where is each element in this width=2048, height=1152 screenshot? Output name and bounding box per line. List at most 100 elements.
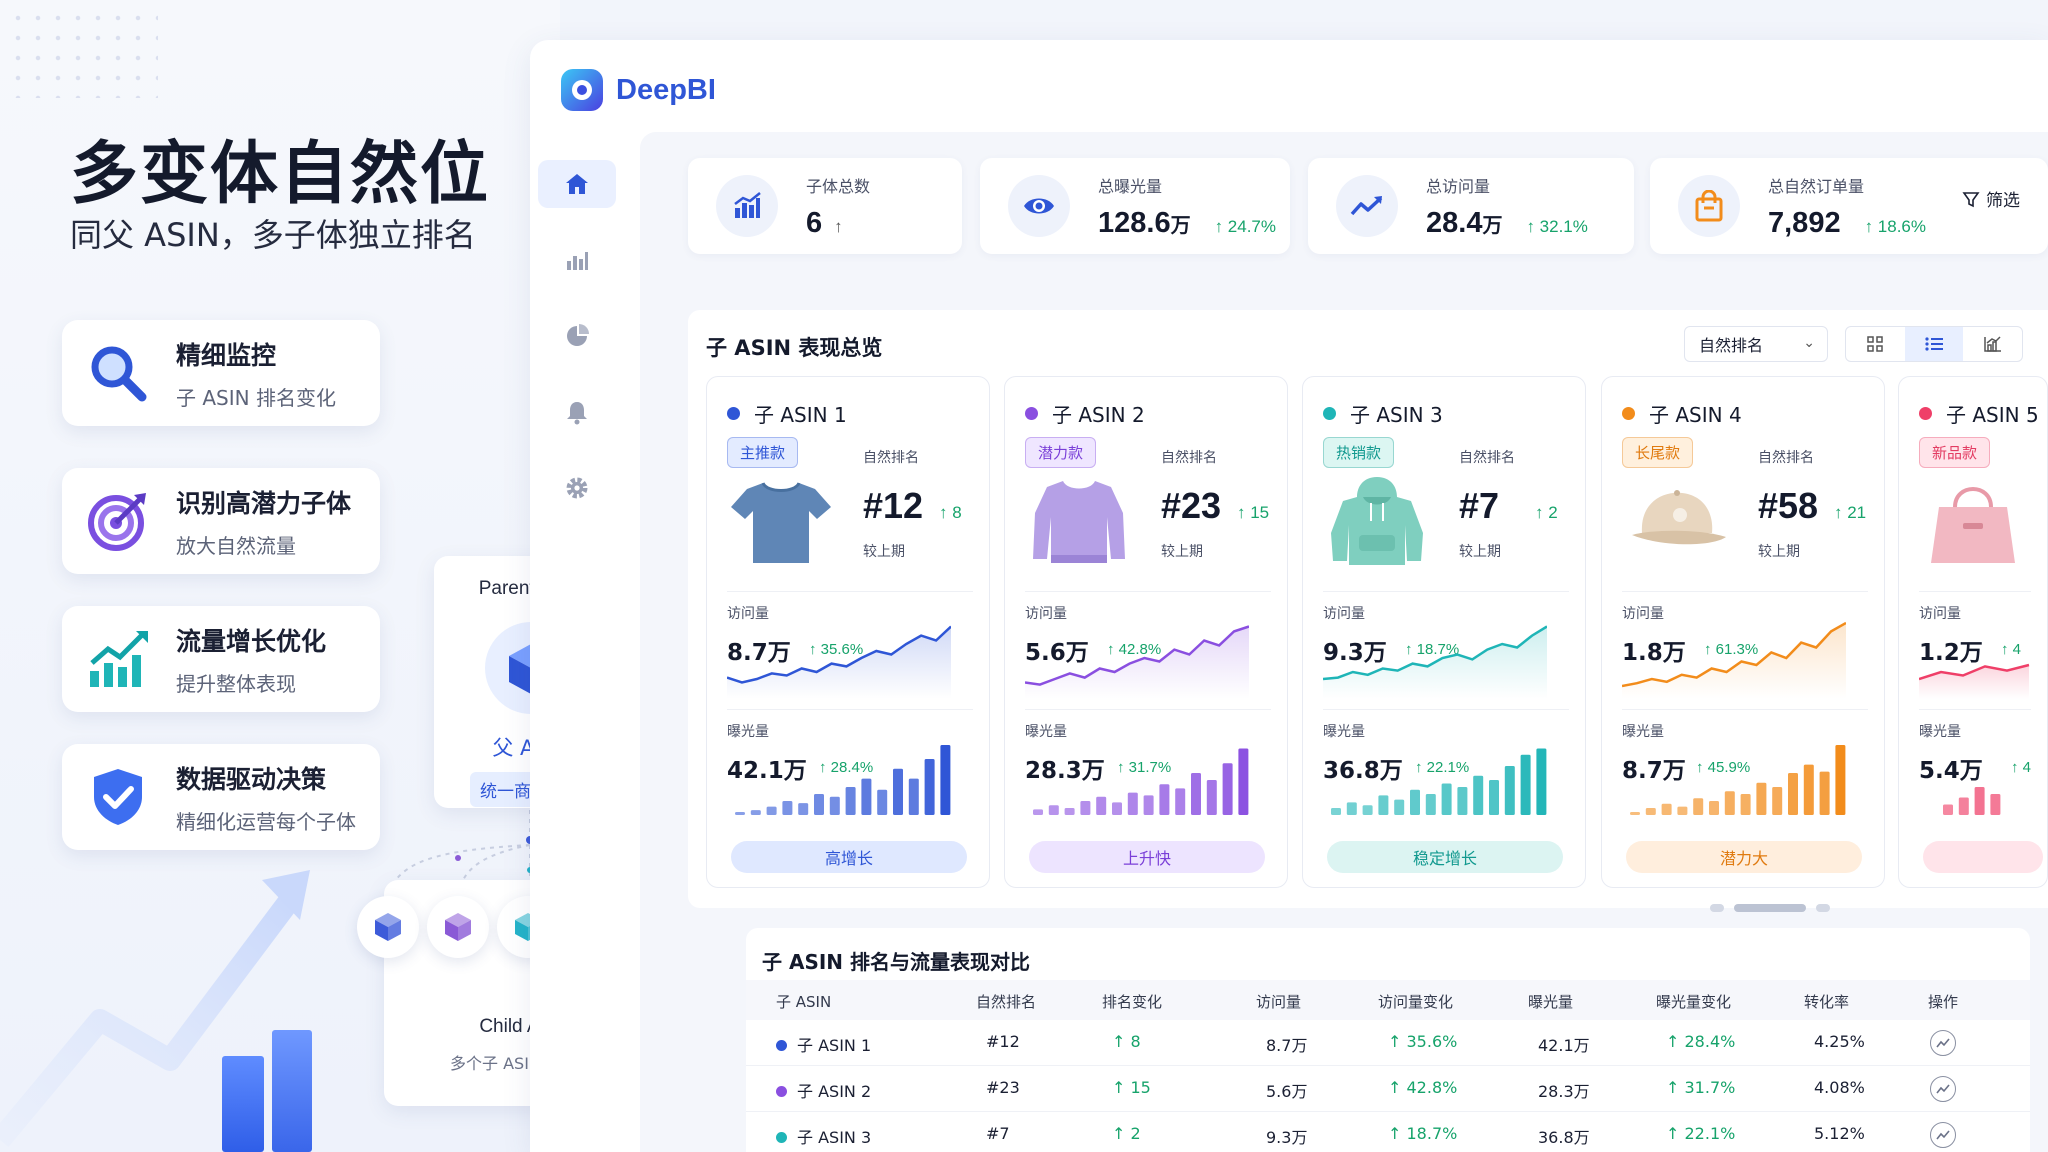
deepbi-logo-icon bbox=[561, 69, 603, 111]
impressions-bar bbox=[750, 810, 761, 815]
impressions-bar bbox=[1709, 801, 1719, 815]
stat-label: 子体总数 bbox=[806, 176, 871, 196]
feature-desc: 提升整体表现 bbox=[176, 671, 296, 696]
impressions-bar bbox=[1645, 808, 1656, 815]
decorative-bar bbox=[272, 1030, 312, 1152]
asin-card[interactable]: 子 ASIN 2 潜力款 自然排名 #23 ↑ 15 较上期 访问量 5.6万 ↑ 42.8% 曝… bbox=[1004, 376, 1288, 888]
bar-chart-icon bbox=[716, 175, 778, 237]
divider bbox=[727, 591, 973, 592]
rank-value: #12 bbox=[863, 485, 924, 526]
sort-select[interactable]: 自然排名 ⌄ bbox=[1684, 326, 1828, 362]
trend-action-icon[interactable] bbox=[1930, 1122, 1956, 1148]
visits-label: 访问量 bbox=[1919, 606, 1961, 622]
view-toggle bbox=[1845, 326, 2023, 362]
stat-change: ↑ 18.6% bbox=[1864, 216, 1927, 236]
column-header: 曝光量变化 bbox=[1656, 993, 1732, 1011]
asin-color-dot bbox=[1323, 407, 1336, 420]
impressions-bar bbox=[1206, 780, 1217, 815]
impressions-bar bbox=[1473, 775, 1484, 815]
stat-label: 总访问量 bbox=[1426, 176, 1491, 196]
list-view-button[interactable] bbox=[1904, 327, 1964, 361]
asin-status-pill: 上升快 bbox=[1029, 841, 1265, 873]
impressions-bar bbox=[1520, 754, 1531, 815]
product-image bbox=[1025, 473, 1133, 569]
sparkline-line bbox=[727, 625, 951, 684]
trend-action-icon[interactable] bbox=[1930, 1076, 1956, 1102]
nav-home[interactable] bbox=[538, 160, 616, 208]
chart-icon bbox=[1983, 336, 2001, 352]
asin-status-pill bbox=[1923, 841, 2043, 873]
pager-dot-active[interactable] bbox=[1734, 904, 1806, 912]
chart-view-button[interactable] bbox=[1963, 327, 2022, 361]
impressions-bar bbox=[1175, 788, 1186, 815]
cell-rank: #23 bbox=[986, 1078, 1020, 1097]
asin-card[interactable]: 子 ASIN 3 热销款 自然排名 #7 ↑ 2 较上期 访问量 9.3万 ↑ 18.7% 曝光量… bbox=[1302, 376, 1586, 888]
visits-label: 访问量 bbox=[1025, 606, 1067, 622]
brand-logo[interactable]: DeepBI bbox=[560, 68, 716, 112]
impressions-bar-chart bbox=[1630, 745, 1846, 815]
rank-sub-label: 较上期 bbox=[1459, 544, 1501, 560]
asin-color-dot bbox=[727, 407, 740, 420]
table-row[interactable]: 子 ASIN 3 #7 ↑ 2 9.3万 ↑ 18.7% 36.8万 ↑ 22.1% 5.12… bbox=[746, 1112, 2030, 1152]
feature-title: 精细监控 bbox=[176, 340, 277, 370]
app-window: DeepBI 子体总数 6 ↑ 总曝光量 128.6 万 ↑ 24.7% bbox=[530, 40, 2048, 1152]
rank-label: 自然排名 bbox=[1161, 450, 1217, 466]
column-header: 操作 bbox=[1928, 993, 1959, 1011]
asin-card[interactable]: 子 ASIN 5 新品款 访问量 1.2万 ↑ 4 曝光量 5.4万 ↑ 4 bbox=[1898, 376, 2048, 888]
filter-button[interactable]: 筛选 bbox=[1962, 186, 2020, 211]
product-image bbox=[1323, 473, 1431, 569]
rank-value: #23 bbox=[1161, 485, 1222, 526]
decorative-growth-arrow bbox=[0, 870, 310, 1148]
impressions-bar bbox=[924, 759, 935, 815]
nav-reports[interactable] bbox=[538, 312, 616, 360]
search-icon bbox=[82, 337, 154, 409]
impressions-bar bbox=[1693, 798, 1704, 815]
table-row[interactable]: 子 ASIN 2 #23 ↑ 15 5.6万 ↑ 42.8% 28.3万 ↑ 31.7% 4.… bbox=[746, 1066, 2030, 1112]
nav-settings[interactable] bbox=[538, 464, 616, 512]
asin-name: 子 ASIN 3 bbox=[1350, 403, 1443, 427]
cell-cvr: 4.25% bbox=[1814, 1032, 1865, 1051]
visits-label: 访问量 bbox=[1323, 606, 1365, 622]
nav-analytics[interactable] bbox=[538, 236, 616, 284]
divider bbox=[1025, 709, 1271, 710]
cell-cvr: 5.12% bbox=[1814, 1124, 1865, 1143]
impressions-bar-chart bbox=[1331, 748, 1547, 815]
table-row[interactable]: 子 ASIN 1 #12 ↑ 8 8.7万 ↑ 35.6% 42.1万 ↑ 28.4% 4.2… bbox=[746, 1020, 2030, 1066]
impressions-bar bbox=[1238, 748, 1249, 815]
asin-card[interactable]: 子 ASIN 1 主推款 自然排名 #12 ↑ 8 较上期 访问量 8.7万 ↑ 35.6% 曝光… bbox=[706, 376, 990, 888]
asin-name: 子 ASIN 1 bbox=[754, 403, 847, 427]
asin-card[interactable]: 子 ASIN 4 长尾款 自然排名 #58 ↑ 21 较上期 访问量 1.8万 ↑ 61.3% 曝… bbox=[1601, 376, 1885, 888]
asin-tag: 热销款 bbox=[1323, 437, 1395, 468]
feature-title: 识别高潜力子体 bbox=[176, 488, 352, 518]
child-cube-icon bbox=[357, 896, 419, 958]
grid-view-button[interactable] bbox=[1846, 327, 1905, 361]
trend-action-icon[interactable] bbox=[1930, 1030, 1956, 1056]
visits-trend-sparkline bbox=[1025, 625, 1249, 699]
impressions-change: ↑ 4 bbox=[2011, 759, 2032, 776]
nav-alerts[interactable] bbox=[538, 388, 616, 436]
asin-color-dot bbox=[1919, 407, 1932, 420]
impressions-value: 8.7万 bbox=[1622, 758, 1686, 784]
divider bbox=[727, 709, 973, 710]
impressions-bar bbox=[845, 787, 856, 815]
sidebar bbox=[538, 160, 620, 540]
impressions-bar bbox=[1489, 780, 1499, 815]
chevron-down-icon: ⌄ bbox=[1803, 335, 1815, 351]
list-icon bbox=[1925, 337, 1943, 351]
bell-icon bbox=[567, 402, 587, 425]
impressions-bar bbox=[1724, 791, 1735, 815]
impressions-bar bbox=[1394, 799, 1405, 815]
impressions-bar bbox=[1362, 805, 1373, 815]
asin-tag: 新品款 bbox=[1919, 437, 1991, 468]
visits-change: ↑ 42.8% bbox=[1107, 641, 1162, 658]
hero-subtitle: 同父 ASIN，多子体独立排名 bbox=[70, 216, 476, 254]
impressions-value: 36.8万 bbox=[1323, 758, 1403, 784]
impressions-bar bbox=[735, 812, 745, 815]
pager-dot[interactable] bbox=[1816, 904, 1830, 912]
sparkline-area bbox=[727, 626, 951, 699]
rank-change: ↑ 8 bbox=[939, 503, 962, 522]
sparkline-area bbox=[1025, 626, 1249, 699]
asin-tag: 长尾款 bbox=[1622, 437, 1694, 468]
impressions-bar bbox=[1080, 801, 1091, 815]
pager-dot[interactable] bbox=[1710, 904, 1724, 912]
